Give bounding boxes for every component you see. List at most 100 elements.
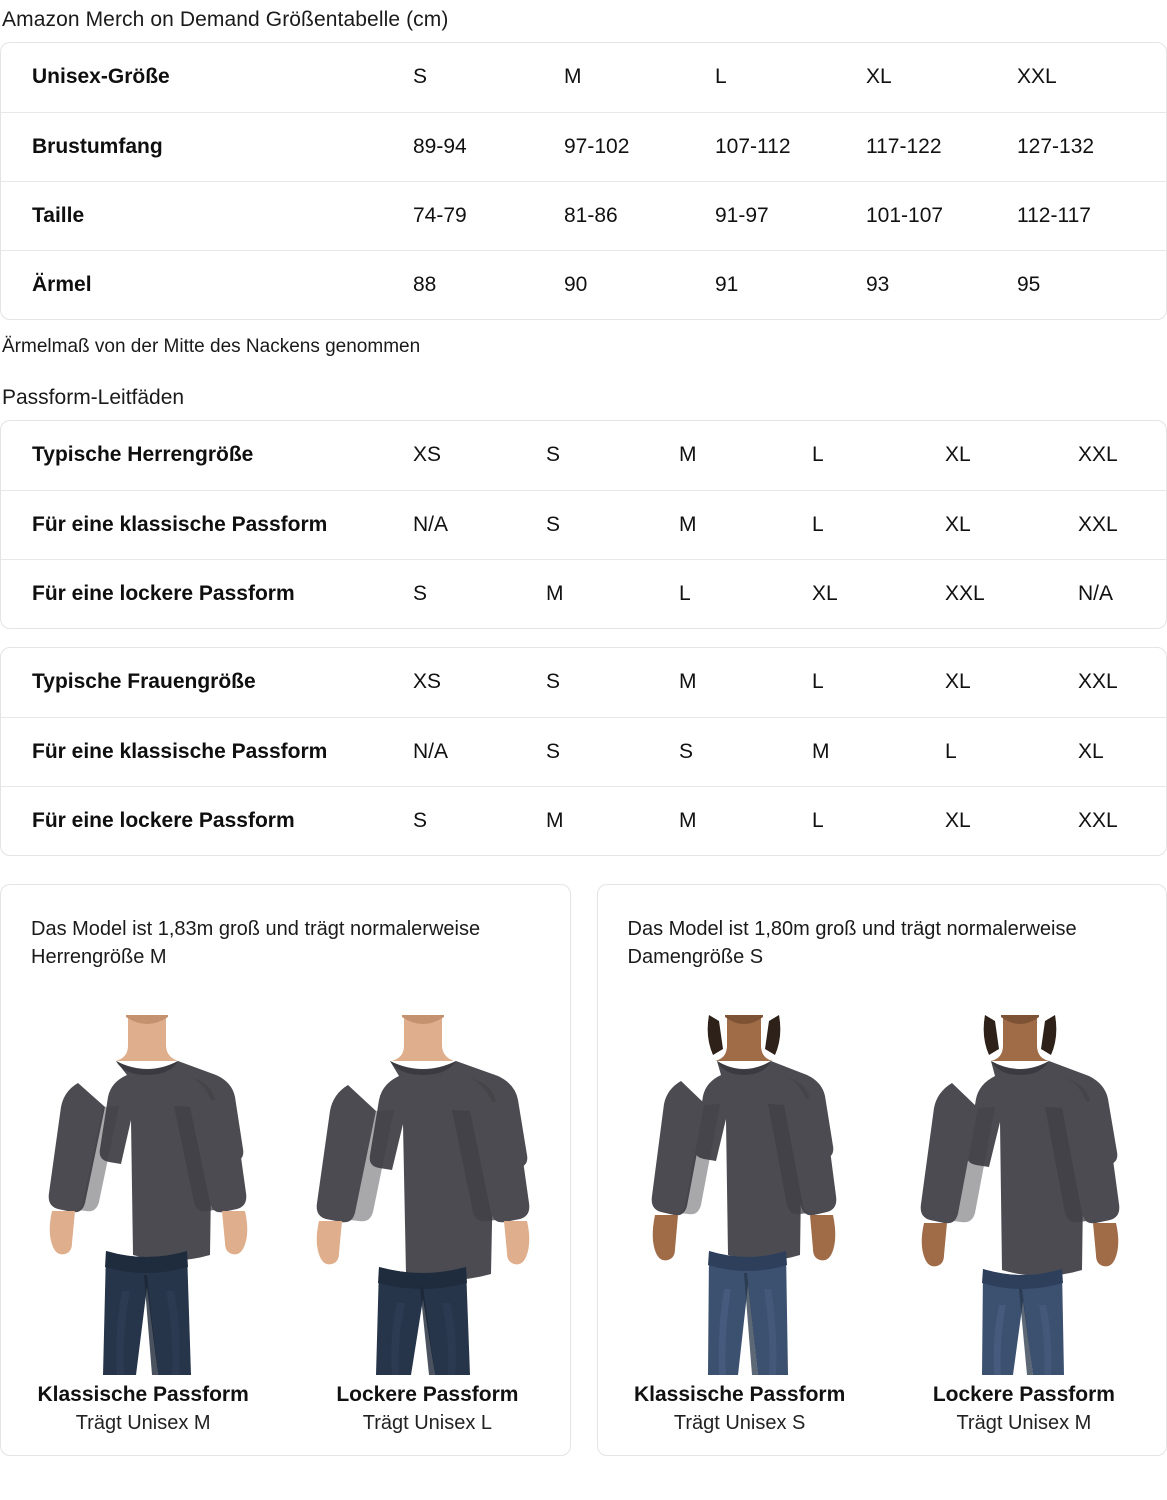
cell: 89-94 bbox=[413, 111, 564, 181]
cell: 97-102 bbox=[564, 111, 715, 181]
mens-model-card: Das Model ist 1,83m groß und trägt norma… bbox=[0, 884, 571, 1456]
row-label: Typische Herrengröße bbox=[32, 443, 254, 467]
mens-figures bbox=[1, 981, 570, 1375]
cell: XXL bbox=[1078, 785, 1166, 855]
womens-fit-table-card: Typische Frauengröße XS S M L XL XXL Für… bbox=[0, 647, 1167, 856]
cell: L bbox=[945, 716, 1078, 786]
cell: 127-132 bbox=[1017, 111, 1166, 181]
female-model-relaxed-illustration bbox=[920, 1014, 1120, 1375]
fit-title: Klassische Passform bbox=[37, 1382, 249, 1406]
sleeve-measurement-note: Ärmelmaß von der Mitte des Nackens genom… bbox=[2, 336, 421, 357]
cell: S bbox=[413, 558, 546, 628]
cell: S bbox=[546, 489, 679, 559]
cell: M bbox=[679, 670, 697, 694]
table-row: Für eine lockere Passform S M M L XL XXL bbox=[1, 785, 1166, 855]
womens-model-description: Das Model ist 1,80m groß und trägt norma… bbox=[627, 918, 1077, 969]
row-label: Für eine lockere Passform bbox=[1, 785, 413, 855]
cell: XS bbox=[413, 670, 442, 694]
table-row: Ärmel 88 90 91 93 95 bbox=[1, 249, 1166, 319]
table-row: Für eine lockere Passform S M L XL XXL N… bbox=[1, 558, 1166, 628]
fit-wears: Trägt Unisex M bbox=[956, 1412, 1092, 1434]
fit-title: Lockere Passform bbox=[336, 1382, 519, 1406]
cell: 91 bbox=[715, 249, 866, 319]
cell: 74-79 bbox=[413, 180, 564, 250]
mens-model-description: Das Model ist 1,83m groß und trägt norma… bbox=[31, 918, 481, 969]
cell: L bbox=[715, 65, 727, 89]
cell: 107-112 bbox=[715, 111, 866, 181]
cell: S bbox=[546, 670, 561, 694]
cell: 112-117 bbox=[1017, 180, 1166, 250]
cell: S bbox=[546, 443, 561, 467]
cell: M bbox=[679, 443, 697, 467]
fit-guides-title: Passform-Leitfäden bbox=[2, 386, 185, 409]
row-label: Brustumfang bbox=[1, 111, 413, 181]
womens-fit-table: Typische Frauengröße XS S M L XL XXL Für… bbox=[1, 648, 1166, 855]
cell: 90 bbox=[564, 249, 715, 319]
table-row: Typische Herrengröße XS S M L XL XXL bbox=[1, 421, 1166, 490]
fit-wears: Trägt Unisex M bbox=[75, 1412, 211, 1434]
womens-relaxed-fit-figure bbox=[887, 1014, 1152, 1375]
row-label: Für eine klassische Passform bbox=[1, 489, 413, 559]
row-label: Ärmel bbox=[1, 249, 413, 319]
cell: L bbox=[812, 443, 824, 467]
womens-captions: Klassische Passform Trägt Unisex S Locke… bbox=[598, 1375, 1167, 1455]
cell: XL bbox=[945, 670, 971, 694]
table-row: Typische Frauengröße XS S M L XL XXL bbox=[1, 648, 1166, 717]
cell: 81-86 bbox=[564, 180, 715, 250]
cell: XXL bbox=[1017, 65, 1057, 89]
cell: 93 bbox=[866, 249, 1017, 319]
cell: XXL bbox=[945, 558, 1078, 628]
cell: XL bbox=[866, 65, 892, 89]
cell: M bbox=[546, 785, 679, 855]
mens-fit-table: Typische Herrengröße XS S M L XL XXL Für… bbox=[1, 421, 1166, 628]
womens-relaxed-caption: Lockere Passform Trägt Unisex M bbox=[882, 1381, 1166, 1437]
cell: L bbox=[812, 785, 945, 855]
row-label: Für eine lockere Passform bbox=[1, 558, 413, 628]
table-row: Brustumfang 89-94 97-102 107-112 117-122… bbox=[1, 111, 1166, 181]
cell: 117-122 bbox=[866, 111, 1017, 181]
cell: M bbox=[679, 785, 812, 855]
cell: XL bbox=[812, 558, 945, 628]
table-row: Taille 74-79 81-86 91-97 101-107 112-117 bbox=[1, 180, 1166, 250]
womens-classic-caption: Klassische Passform Trägt Unisex S bbox=[598, 1381, 882, 1437]
cell: L bbox=[812, 670, 824, 694]
cell: M bbox=[546, 558, 679, 628]
row-label: Typische Frauengröße bbox=[32, 670, 256, 694]
cell: S bbox=[679, 716, 812, 786]
cell: S bbox=[413, 65, 428, 89]
cell: XL bbox=[1078, 716, 1166, 786]
cell: XXL bbox=[1078, 489, 1166, 559]
row-label: Unisex-Größe bbox=[32, 65, 170, 89]
cell: S bbox=[413, 785, 546, 855]
cell: XXL bbox=[1078, 443, 1118, 467]
cell: XL bbox=[945, 443, 971, 467]
male-model-relaxed-illustration bbox=[316, 1014, 530, 1375]
cell: L bbox=[812, 489, 945, 559]
cell: 95 bbox=[1017, 249, 1166, 319]
mens-classic-fit-figure bbox=[15, 1014, 280, 1375]
fit-wears: Trägt Unisex L bbox=[362, 1412, 493, 1434]
mens-relaxed-caption: Lockere Passform Trägt Unisex L bbox=[285, 1381, 569, 1437]
cell: 91-97 bbox=[715, 180, 866, 250]
cell: M bbox=[564, 65, 582, 89]
womens-figures bbox=[598, 981, 1167, 1375]
mens-captions: Klassische Passform Trägt Unisex M Locke… bbox=[1, 1375, 570, 1455]
womens-model-card: Das Model ist 1,80m groß und trägt norma… bbox=[596, 884, 1167, 1456]
cell: M bbox=[812, 716, 945, 786]
table-row: Für eine klassische Passform N/A S S M L… bbox=[1, 716, 1166, 786]
cell: XXL bbox=[1078, 670, 1118, 694]
womens-classic-fit-figure bbox=[611, 1014, 876, 1375]
cell: N/A bbox=[413, 716, 546, 786]
cell: XL bbox=[945, 489, 1078, 559]
model-cards-row: Das Model ist 1,83m groß und trägt norma… bbox=[0, 884, 1167, 1456]
cell: XS bbox=[413, 443, 442, 467]
mens-classic-caption: Klassische Passform Trägt Unisex M bbox=[1, 1381, 285, 1437]
cell: S bbox=[546, 716, 679, 786]
cell: N/A bbox=[1078, 558, 1166, 628]
male-model-classic-illustration bbox=[48, 1014, 247, 1375]
row-label: Für eine klassische Passform bbox=[1, 716, 413, 786]
mens-relaxed-fit-figure bbox=[291, 1014, 556, 1375]
fit-wears: Trägt Unisex S bbox=[673, 1412, 806, 1434]
cell: 88 bbox=[413, 249, 564, 319]
